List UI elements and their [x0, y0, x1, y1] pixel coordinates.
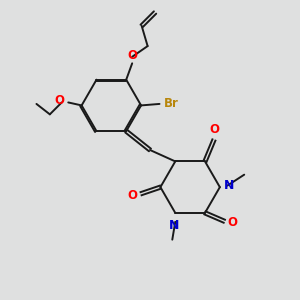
Text: O: O: [209, 123, 219, 136]
Text: Br: Br: [164, 98, 179, 110]
Text: O: O: [228, 216, 238, 229]
Text: N: N: [169, 219, 179, 232]
Text: O: O: [55, 94, 65, 106]
Text: O: O: [128, 189, 137, 202]
Text: N: N: [224, 179, 234, 192]
Text: O: O: [128, 49, 138, 62]
